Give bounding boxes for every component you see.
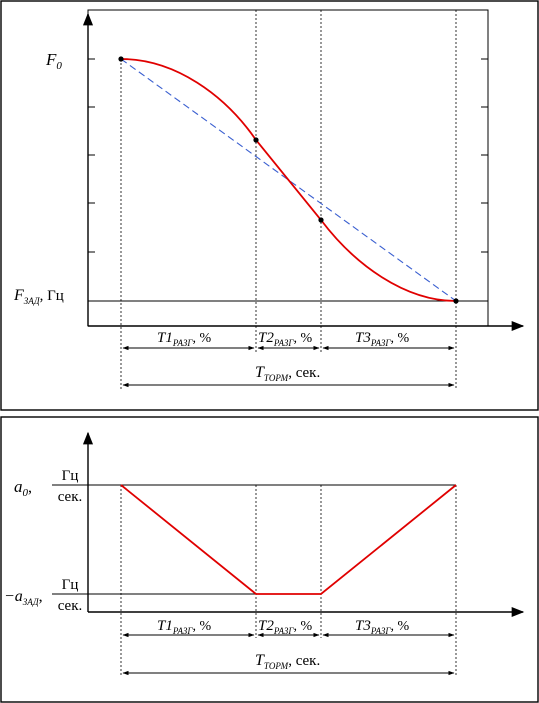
svg-text:сек.: сек. (58, 598, 83, 614)
s-curve-deceleration (120, 58, 457, 302)
fzad-label: FЗАД, Гц (13, 287, 64, 306)
bottom-dim-total-label: TТОРМ, сек. (255, 652, 320, 671)
svg-text:Гц: Гц (62, 468, 79, 484)
bottom-dim-t1-label: T1РАЗГ, % (157, 618, 212, 636)
a0-label: a0, Гц сек. (14, 468, 88, 505)
svg-text:сек.: сек. (58, 489, 83, 505)
bottom-dim-t3-label: T3РАЗГ, % (355, 618, 410, 636)
top-vertical-guides (120, 10, 457, 390)
top-dim-t3-label: T3РАЗГ, % (355, 330, 410, 348)
svg-text:Гц: Гц (62, 577, 79, 593)
top-y-ticks (88, 58, 488, 253)
bottom-panel-frame (0, 416, 539, 703)
top-plot-box (87, 9, 489, 327)
top-panel-frame (0, 0, 539, 411)
bottom-panel: a0, Гц сек. −aЗАД, Гц сек. T1РАЗГ, % T2Р… (0, 416, 539, 703)
top-dim-t2-label: T2РАЗГ, % (258, 330, 313, 348)
svg-text:a0,: a0, (14, 477, 32, 499)
top-dim-total-label: TТОРМ, сек. (255, 364, 320, 383)
svg-text:−aЗАД,: −aЗАД, (4, 588, 43, 607)
azad-label: −aЗАД, Гц сек. (4, 577, 88, 614)
f0-label: F0 (45, 50, 62, 72)
linear-deceleration-line (120, 58, 457, 302)
curve-points (118, 56, 459, 304)
bottom-vertical-guides (120, 485, 457, 677)
top-dim-t1-label: T1РАЗГ, % (157, 330, 212, 348)
bottom-dim-t2-label: T2РАЗГ, % (258, 618, 313, 636)
acceleration-profile (120, 484, 457, 595)
top-panel: F0 FЗАД, Гц T1РАЗГ, % T2РАЗГ, % T3РАЗГ, … (0, 0, 539, 411)
